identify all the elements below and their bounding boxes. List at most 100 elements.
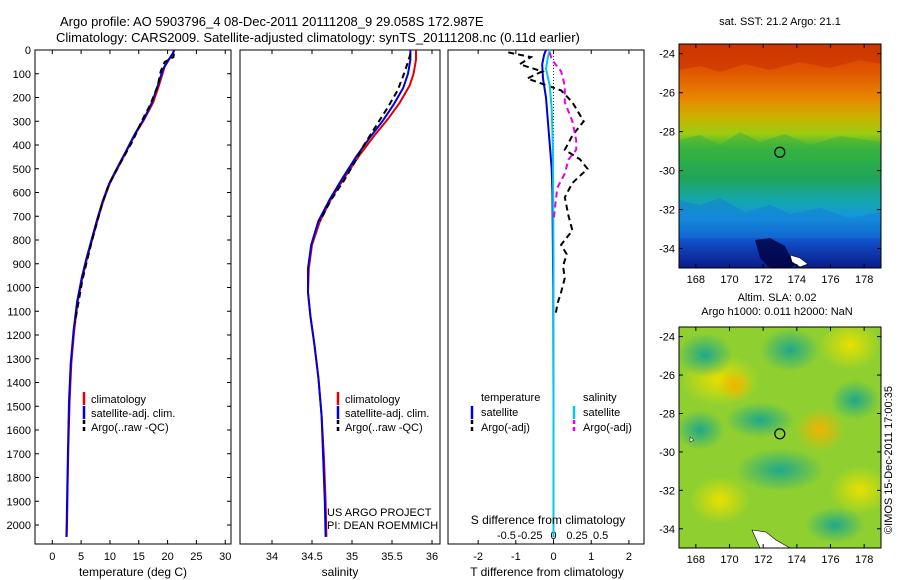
lon-tick-label: 176 bbox=[821, 554, 839, 566]
depth-tick-label: 1800 bbox=[7, 473, 31, 485]
x-tick-label: -2 bbox=[473, 551, 483, 563]
depth-tick-label: 1500 bbox=[7, 401, 31, 413]
pi-annotation: PI: DEAN ROEMMICH bbox=[327, 520, 438, 532]
depth-tick-label: 1900 bbox=[7, 496, 31, 508]
series-line-temperature-argo-adj bbox=[508, 51, 589, 317]
depth-tick-label: 500 bbox=[13, 164, 31, 176]
lon-tick-label: 170 bbox=[720, 554, 738, 566]
s-tick-label: -0.25 bbox=[517, 530, 542, 542]
temperature-plot-frame bbox=[34, 49, 232, 545]
lat-tick-label: -28 bbox=[659, 127, 675, 139]
temperature-series bbox=[65, 49, 176, 537]
depth-tick-label: 0 bbox=[25, 45, 31, 57]
lon-tick-label: 168 bbox=[687, 274, 705, 286]
legend-label-t-argo: Argo(-adj) bbox=[481, 422, 530, 434]
depth-tick-label: 900 bbox=[13, 259, 31, 271]
lat-tick-label: -24 bbox=[659, 332, 675, 344]
lon-tick-label: 176 bbox=[821, 274, 839, 286]
x-tick-label: -1 bbox=[511, 551, 521, 563]
salinity-series bbox=[306, 50, 417, 537]
sst-map-axes: 168 170 172 174 176 178 -24 -26 -28 -30 -32 -34 bbox=[659, 44, 881, 286]
x-tick-label: 34 bbox=[266, 551, 278, 563]
x-tick-label: 2 bbox=[626, 551, 632, 563]
lat-tick-label: -30 bbox=[659, 166, 675, 178]
difference-panel: -2 -1 0 1 2 -0.5 -0.25 0 0.25 0.5 T difference f… bbox=[447, 49, 645, 579]
sla-map-axes: 168 170 172 174 176 178 -24 -26 -28 -30 -32 -34 bbox=[659, 327, 881, 566]
sst-map-field bbox=[679, 44, 881, 268]
temperature-axis: 0 5 10 15 20 25 30 bbox=[49, 50, 231, 563]
salinity-panel: 34 34.5 35 35.5 36 salinity climatology sate… bbox=[239, 49, 441, 579]
depth-tick-label: 700 bbox=[13, 211, 31, 223]
lat-tick-label: -24 bbox=[659, 49, 675, 61]
depth-tick-label: 100 bbox=[13, 69, 31, 81]
depth-tick-label: 1600 bbox=[7, 425, 31, 437]
figure-title-line1: Argo profile: AO 5903796_4 08-Dec-2011 2… bbox=[60, 14, 484, 29]
project-annotation: US ARGO PROJECT bbox=[327, 507, 432, 519]
lon-tick-label: 178 bbox=[855, 554, 873, 566]
x-tick-label: 5 bbox=[78, 551, 84, 563]
depth-tick-label: 800 bbox=[13, 235, 31, 247]
series-line-argo-raw-qc bbox=[319, 53, 412, 222]
depth-tick-label: 1000 bbox=[7, 283, 31, 295]
s-tick-label: -0.5 bbox=[497, 530, 516, 542]
copyright-note: ©IMOS 15-Dec-2011 17:00:35 bbox=[883, 386, 895, 534]
lat-tick-label: -30 bbox=[659, 447, 675, 459]
difference-legend: temperature satellite Argo(-adj) salinit… bbox=[470, 392, 632, 434]
x-tick-label: 30 bbox=[219, 551, 231, 563]
difference-series bbox=[508, 49, 589, 537]
lon-tick-label: 178 bbox=[855, 274, 873, 286]
sst-map-frame bbox=[678, 43, 882, 269]
lat-tick-label: -26 bbox=[659, 88, 675, 100]
lon-tick-label: 168 bbox=[687, 554, 705, 566]
salinity-legend: climatology satellite-adj. clim. Argo(..… bbox=[336, 392, 429, 434]
argo-location-marker bbox=[774, 146, 786, 158]
x-tick-label: 35.5 bbox=[381, 551, 402, 563]
x-tick-label: 35 bbox=[346, 551, 358, 563]
depth-tick-label: 200 bbox=[13, 93, 31, 105]
lon-tick-label: 174 bbox=[788, 554, 806, 566]
legend-label-s-argo: Argo(-adj) bbox=[583, 422, 632, 434]
argo-location-marker bbox=[774, 428, 786, 440]
sla-map-panel: Altim. SLA: 0.02 Argo h1000: 0.011 h2000… bbox=[659, 292, 882, 566]
series-line-satellite-adj-clim bbox=[307, 50, 412, 537]
x-tick-label: 36 bbox=[426, 551, 438, 563]
lat-tick-label: -34 bbox=[659, 244, 675, 256]
x-tick-label: 20 bbox=[161, 551, 173, 563]
lon-tick-label: 172 bbox=[754, 274, 772, 286]
temperature-legend: climatology satellite-adj. clim. Argo(..… bbox=[82, 392, 175, 434]
salinity-axis-label: salinity bbox=[322, 565, 359, 579]
sst-map-title: sat. SST: 21.2 Argo: 21.1 bbox=[719, 16, 841, 28]
x-tick-label: 10 bbox=[104, 551, 116, 563]
lon-tick-label: 174 bbox=[788, 274, 806, 286]
sla-map-title: Altim. SLA: 0.02 bbox=[738, 292, 817, 304]
depth-tick-label: 300 bbox=[13, 116, 31, 128]
legend-label-climatology: climatology bbox=[91, 394, 147, 406]
sst-map-panel: sat. SST: 21.2 Argo: 21.1 168 170 172 174 17… bbox=[659, 16, 882, 286]
depth-tick-label: 1100 bbox=[7, 306, 31, 318]
lat-tick-label: -26 bbox=[659, 370, 675, 382]
series-line-salinity-argo-adj bbox=[548, 52, 578, 222]
legend-label-satellite: satellite-adj. clim. bbox=[345, 408, 429, 420]
sla-map-subtitle: Argo h1000: 0.011 h2000: NaN bbox=[701, 306, 853, 318]
s-tick-label: 0.5 bbox=[593, 530, 608, 542]
x-tick-label: 34.5 bbox=[301, 551, 322, 563]
salinity-axis: 34 34.5 35 35.5 36 bbox=[266, 50, 438, 563]
temperature-axis-label: temperature (deg C) bbox=[79, 565, 187, 579]
depth-tick-label: 1200 bbox=[7, 330, 31, 342]
t-difference-axis-label: T difference from climatology bbox=[470, 565, 624, 579]
legend-heading-temperature: temperature bbox=[481, 392, 540, 404]
lat-tick-label: -32 bbox=[659, 205, 675, 217]
sla-map-frame bbox=[678, 326, 882, 549]
lon-tick-label: 172 bbox=[754, 554, 772, 566]
series-line-salinity-satellite bbox=[544, 49, 555, 537]
x-tick-label: 25 bbox=[190, 551, 202, 563]
legend-label-argo: Argo(..raw -QC) bbox=[345, 422, 423, 434]
x-tick-label: 1 bbox=[588, 551, 594, 563]
lon-tick-label: 170 bbox=[720, 274, 738, 286]
figure-title-line2: Climatology: CARS2009. Satellite-adjuste… bbox=[56, 30, 580, 45]
legend-label-s-satellite: satellite bbox=[583, 407, 620, 419]
s-difference-axis-label: S difference from climatology bbox=[471, 513, 626, 527]
legend-label-argo: Argo(..raw -QC) bbox=[91, 422, 169, 434]
lat-tick-label: -32 bbox=[659, 485, 675, 497]
legend-label-satellite: satellite-adj. clim. bbox=[91, 408, 175, 420]
